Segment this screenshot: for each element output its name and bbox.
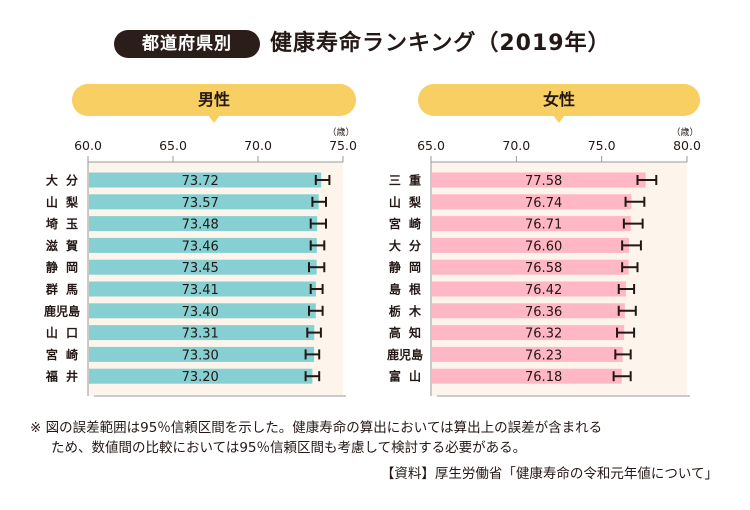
category-label: 山 梨 xyxy=(46,194,80,209)
source-note: 【資料】厚生労働省「健康寿命の令和元年値について」 xyxy=(380,466,718,482)
bar xyxy=(89,172,322,188)
x-tick-label: 70.0 xyxy=(244,138,272,153)
category-label: 宮 崎 xyxy=(46,347,80,362)
bar-value-label: 73.46 xyxy=(182,239,219,254)
bar xyxy=(89,346,315,362)
bar xyxy=(89,237,317,253)
bar xyxy=(89,368,313,384)
bar-value-label: 73.41 xyxy=(182,283,219,298)
title-main: 健康寿命ランキング（2019年） xyxy=(270,31,611,56)
bar-value-label: 73.40 xyxy=(182,305,219,320)
chart-title: 都道府県別 健康寿命ランキング（2019年） xyxy=(0,28,750,62)
category-label: 静 岡 xyxy=(46,260,80,275)
category-label: 埼 玉 xyxy=(46,216,80,231)
bar xyxy=(89,259,317,275)
bar xyxy=(89,303,316,319)
bar-value-label: 73.20 xyxy=(182,370,219,385)
female-panel-title: 女性 xyxy=(542,90,575,109)
bar-value-label: 73.30 xyxy=(182,348,219,363)
bar-value-label: 73.57 xyxy=(182,196,219,211)
footnote-line-2: ため、数値間の比較においては95％信頼区間も考慮して検討する必要がある。 xyxy=(51,440,527,456)
bar-value-label: 73.72 xyxy=(182,174,219,189)
label-pointer xyxy=(553,115,565,123)
x-tick-label: 60.0 xyxy=(74,138,102,153)
male-panel-title: 男性 xyxy=(197,90,230,109)
category-label: 大 分 xyxy=(46,173,80,188)
bar xyxy=(89,325,315,341)
category-label: 山 口 xyxy=(46,325,80,340)
bar xyxy=(89,216,318,232)
x-tick-label: 65.0 xyxy=(159,138,187,153)
bar-value-label: 73.48 xyxy=(182,218,219,233)
bar-value-label: 73.31 xyxy=(182,327,219,342)
category-label: 群 馬 xyxy=(45,282,80,297)
bar xyxy=(89,194,319,210)
category-label: 鹿児島 xyxy=(44,303,80,318)
title-badge: 都道府県別 xyxy=(114,30,260,58)
category-label: 滋 賀 xyxy=(46,238,80,253)
label-pointer xyxy=(208,115,220,123)
male-panel-label: 男性 xyxy=(72,84,356,123)
unit-label: （歳） xyxy=(327,126,354,138)
bar xyxy=(89,281,316,297)
x-tick-label: 75.0 xyxy=(329,138,357,153)
bar-value-label: 73.45 xyxy=(182,261,219,276)
category-label: 福 井 xyxy=(45,369,80,384)
female-panel-label: 女性 xyxy=(418,84,700,123)
footnote-line-1: ※ 図の誤差範囲は95％信頼区間を示した。健康寿命の算出においては算出上の誤差が… xyxy=(30,420,603,436)
